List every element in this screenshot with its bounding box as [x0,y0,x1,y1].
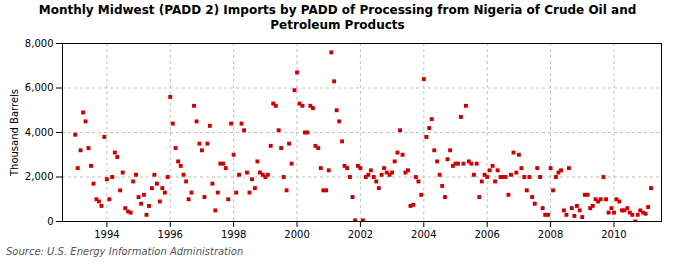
svg-text:1996: 1996 [158,229,183,240]
svg-text:2,000: 2,000 [25,171,54,182]
svg-text:2008: 2008 [538,229,563,240]
svg-text:1998: 1998 [221,229,246,240]
html-text:Monthly Midwest (PADD 2) Impor: Monthly Midwest (PADD 2) Imports by PADD… [38,3,637,32]
svg-text:2002: 2002 [348,229,373,240]
svg-text:2006: 2006 [474,229,499,240]
svg-text:0: 0 [47,216,53,227]
svg-text:4,000: 4,000 [25,127,54,138]
svg-text:8,000: 8,000 [25,38,54,49]
svg-text:Thousand Barrels: Thousand Barrels [9,89,20,177]
svg-text:1994: 1994 [94,229,119,240]
html-text:Source: U.S. Energy Informatio: Source: U.S. Energy Information Administ… [6,246,244,257]
svg-text:2004: 2004 [411,229,436,240]
svg-text:2000: 2000 [284,229,309,240]
svg-text:6,000: 6,000 [25,82,54,93]
svg-text:2010: 2010 [601,229,626,240]
